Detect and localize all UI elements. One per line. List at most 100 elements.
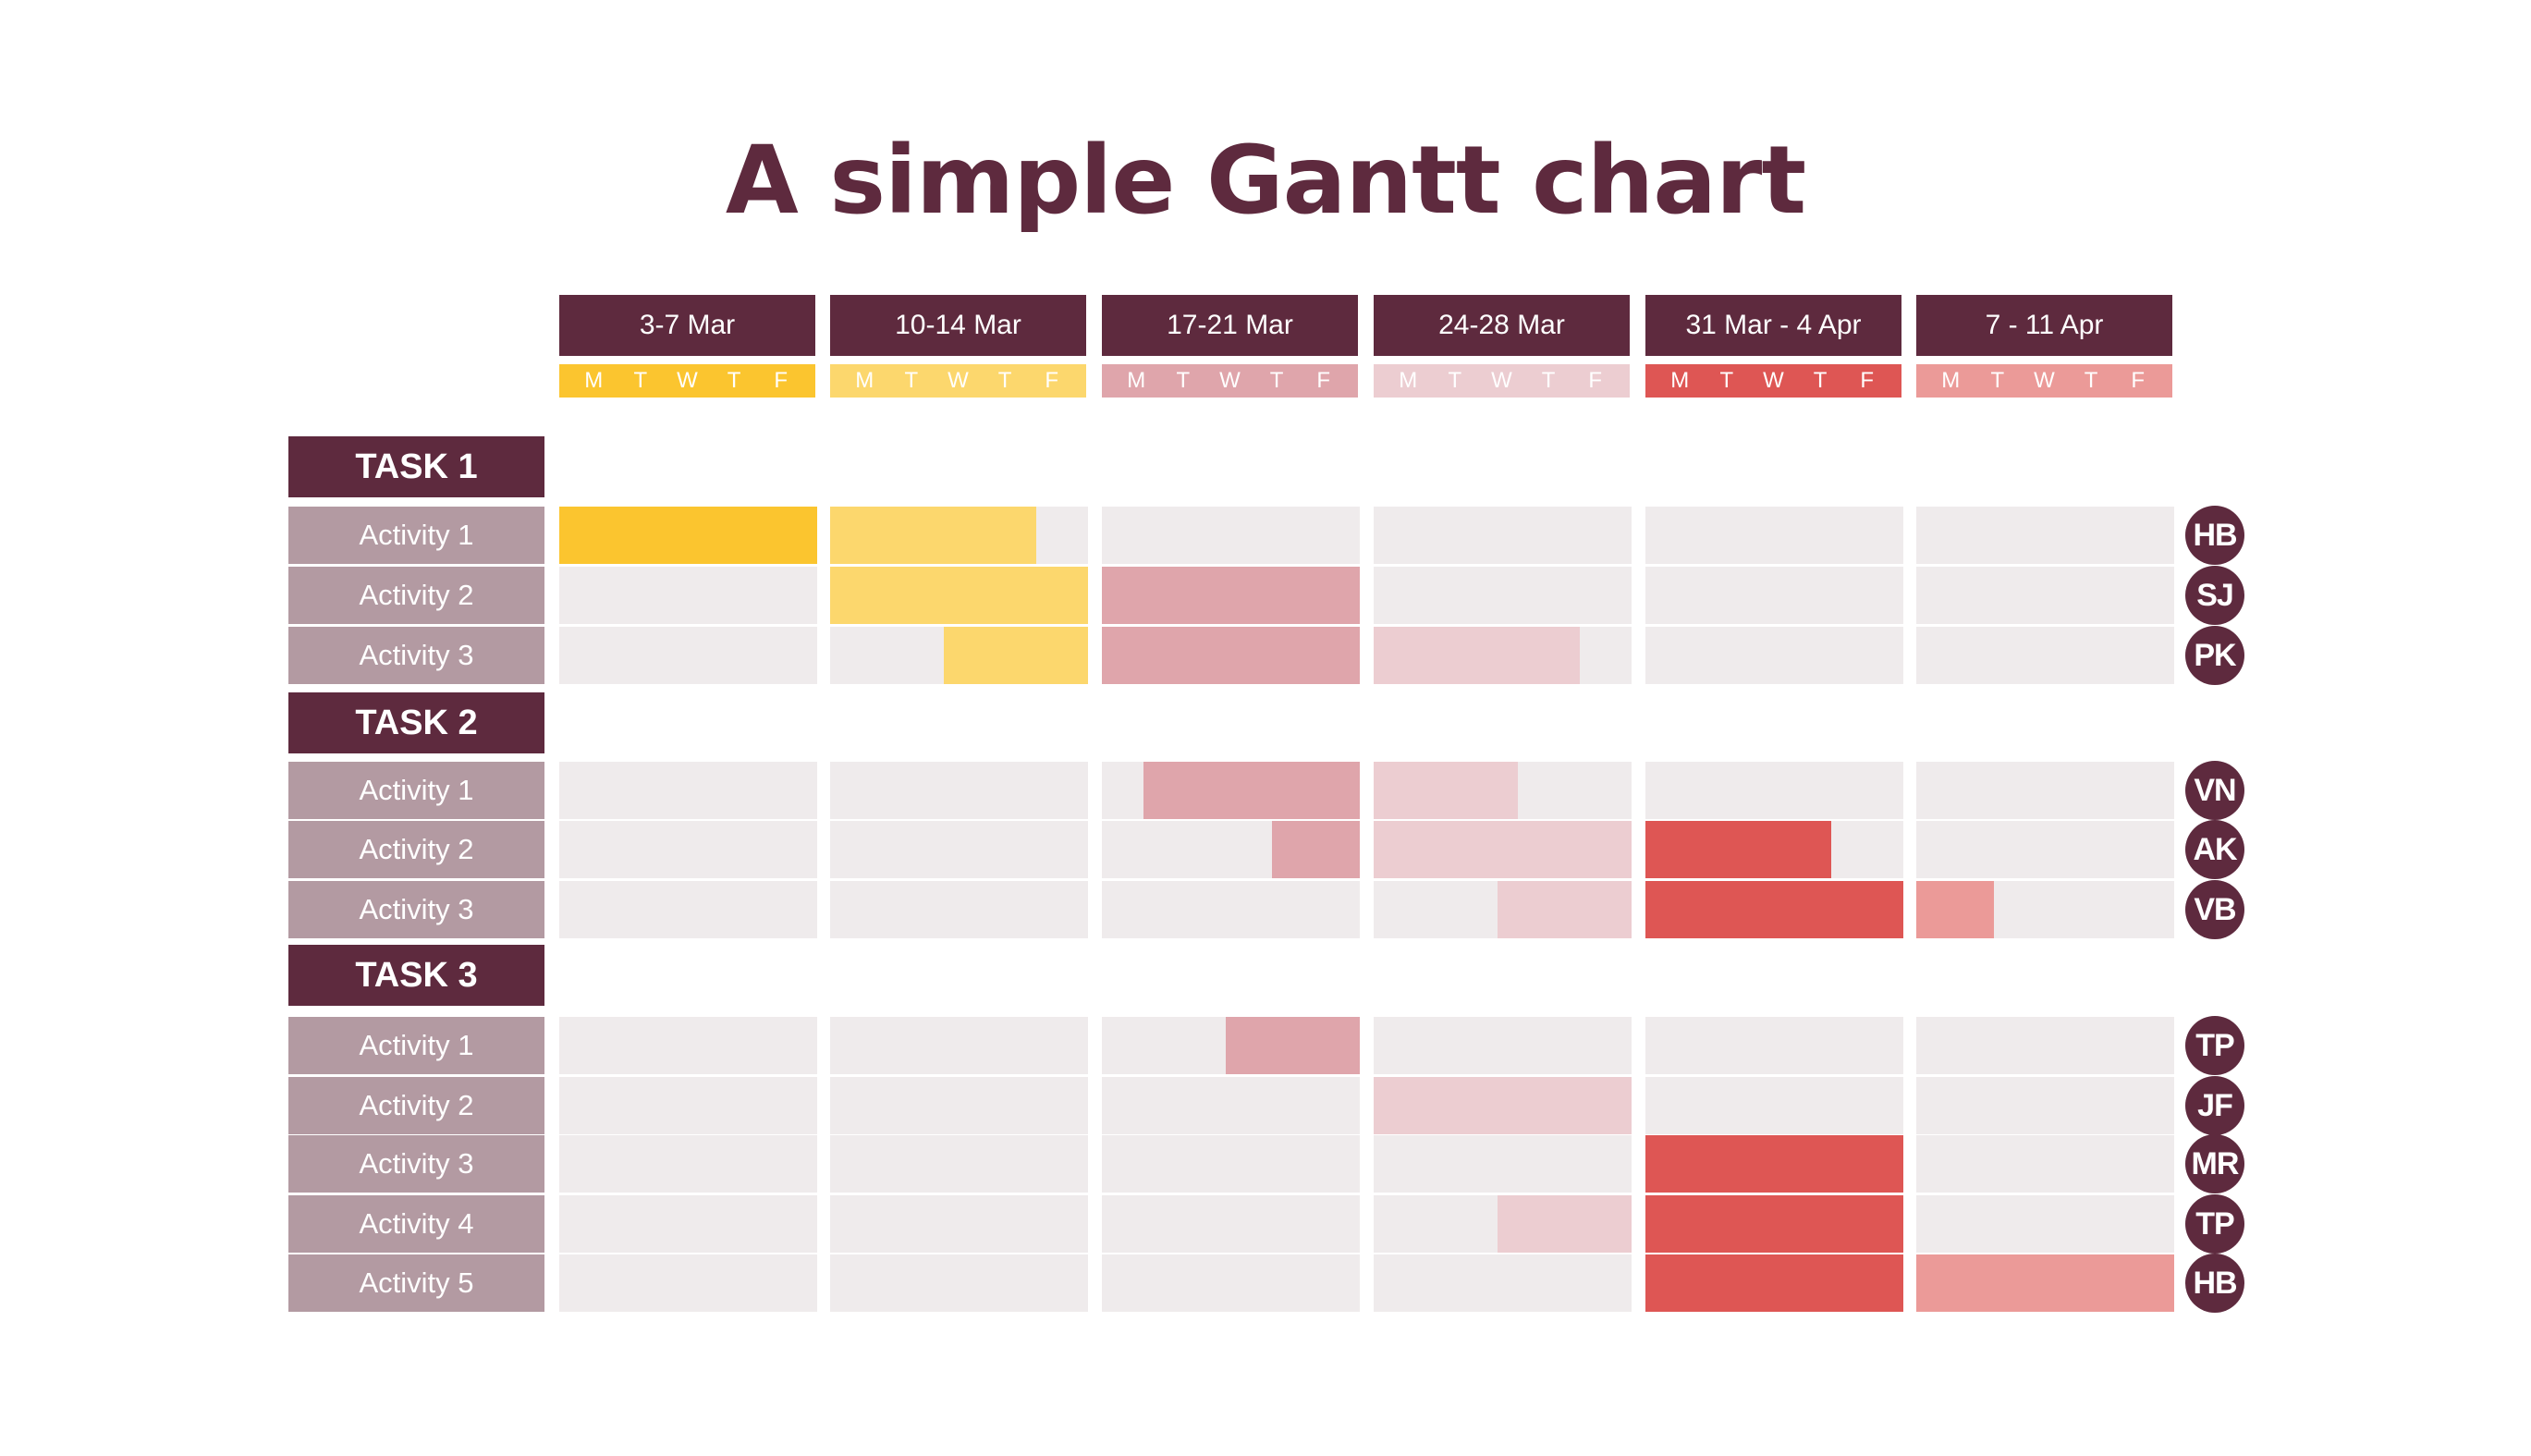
grid-cell [1645, 507, 1903, 564]
grid-cell [1916, 627, 2174, 684]
grid-cell [1102, 1195, 1360, 1253]
activity-bar [1645, 1195, 1903, 1253]
weekday-label: W [948, 368, 969, 393]
grid-cell [559, 1017, 817, 1074]
activity-bar [559, 507, 817, 564]
grid-cell [559, 762, 817, 819]
grid-cell [830, 1254, 1088, 1312]
activity-bar [830, 567, 1088, 624]
activity-bar [1497, 881, 1632, 938]
activity-bar [1102, 627, 1360, 684]
grid-cell [1916, 1077, 2174, 1134]
weekday-label: M [1670, 368, 1690, 393]
weekday-label: T [1269, 368, 1284, 393]
grid-cell [1374, 1017, 1632, 1074]
grid-cell [830, 762, 1088, 819]
activity-label: Activity 1 [288, 762, 544, 819]
grid-cell [1916, 1017, 2174, 1074]
owner-avatar: MR [2185, 1134, 2244, 1193]
activity-bar [1102, 567, 1360, 624]
task-header: TASK 1 [288, 436, 544, 497]
grid-cell [559, 567, 817, 624]
weekday-label: W [1763, 368, 1784, 393]
week-header: 3-7 Mar [559, 295, 815, 356]
grid-cell [1645, 1077, 1903, 1134]
grid-cell [830, 881, 1088, 938]
weekday-label: T [1990, 368, 2005, 393]
grid-cell [1102, 507, 1360, 564]
activity-bar [1497, 1195, 1632, 1253]
owner-avatar: SJ [2185, 566, 2244, 625]
activity-bar [1374, 821, 1632, 878]
grid-cell [830, 1135, 1088, 1193]
grid-cell [1374, 1135, 1632, 1193]
grid-cell [1916, 507, 2174, 564]
grid-cell [559, 627, 817, 684]
owner-avatar: PK [2185, 626, 2244, 685]
activity-label: Activity 3 [288, 881, 544, 938]
owner-avatar: VB [2185, 880, 2244, 939]
weekday-label: W [677, 368, 698, 393]
grid-cell [830, 821, 1088, 878]
grid-cell [1102, 881, 1360, 938]
week-header: 31 Mar - 4 Apr [1645, 295, 1901, 356]
weekday-label: M [855, 368, 874, 393]
grid-cell [830, 1077, 1088, 1134]
owner-avatar: TP [2185, 1016, 2244, 1075]
grid-cell [1102, 1254, 1360, 1312]
grid-cell [1645, 762, 1903, 819]
grid-cell [1374, 567, 1632, 624]
grid-cell [1916, 1195, 2174, 1253]
weekday-label: T [1448, 368, 1462, 393]
week-header: 7 - 11 Apr [1916, 295, 2172, 356]
activity-bar [1645, 881, 1903, 938]
owner-avatar: HB [2185, 506, 2244, 565]
weekday-label: T [633, 368, 648, 393]
activity-bar [1374, 762, 1519, 819]
activity-bar [1645, 1135, 1903, 1193]
grid-cell [1916, 567, 2174, 624]
weekday-label: M [1399, 368, 1418, 393]
grid-cell [830, 1195, 1088, 1253]
grid-cell [559, 1077, 817, 1134]
activity-label: Activity 2 [288, 1077, 544, 1134]
weekday-label: F [1045, 368, 1058, 393]
owner-avatar: HB [2185, 1254, 2244, 1313]
activity-bar [1225, 1017, 1360, 1074]
activity-label: Activity 5 [288, 1254, 544, 1312]
weekday-label: M [1127, 368, 1146, 393]
activity-bar [1645, 821, 1831, 878]
grid-cell [1645, 567, 1903, 624]
grid-cell [830, 1017, 1088, 1074]
activity-bar [1916, 881, 1994, 938]
grid-cell [559, 1195, 817, 1253]
activity-label: Activity 4 [288, 1195, 544, 1253]
weekday-label: T [727, 368, 741, 393]
activity-bar [1916, 1254, 2174, 1312]
task-header: TASK 3 [288, 945, 544, 1006]
activity-bar [1374, 627, 1581, 684]
weekday-label: T [2084, 368, 2098, 393]
activity-bar [1143, 762, 1360, 819]
week-header: 24-28 Mar [1374, 295, 1630, 356]
activity-bar [943, 627, 1088, 684]
weekday-label: F [2131, 368, 2145, 393]
week-header: 17-21 Mar [1102, 295, 1358, 356]
grid-cell [559, 1135, 817, 1193]
grid-cell [1645, 1017, 1903, 1074]
owner-avatar: VN [2185, 761, 2244, 820]
chart-title: A simple Gantt chart [725, 126, 1806, 236]
grid-cell [1102, 1077, 1360, 1134]
grid-cell [1374, 507, 1632, 564]
weekday-label: T [1541, 368, 1556, 393]
week-header: 10-14 Mar [830, 295, 1086, 356]
weekday-label: F [1588, 368, 1602, 393]
owner-avatar: AK [2185, 820, 2244, 879]
grid-cell [1645, 627, 1903, 684]
grid-cell [559, 881, 817, 938]
